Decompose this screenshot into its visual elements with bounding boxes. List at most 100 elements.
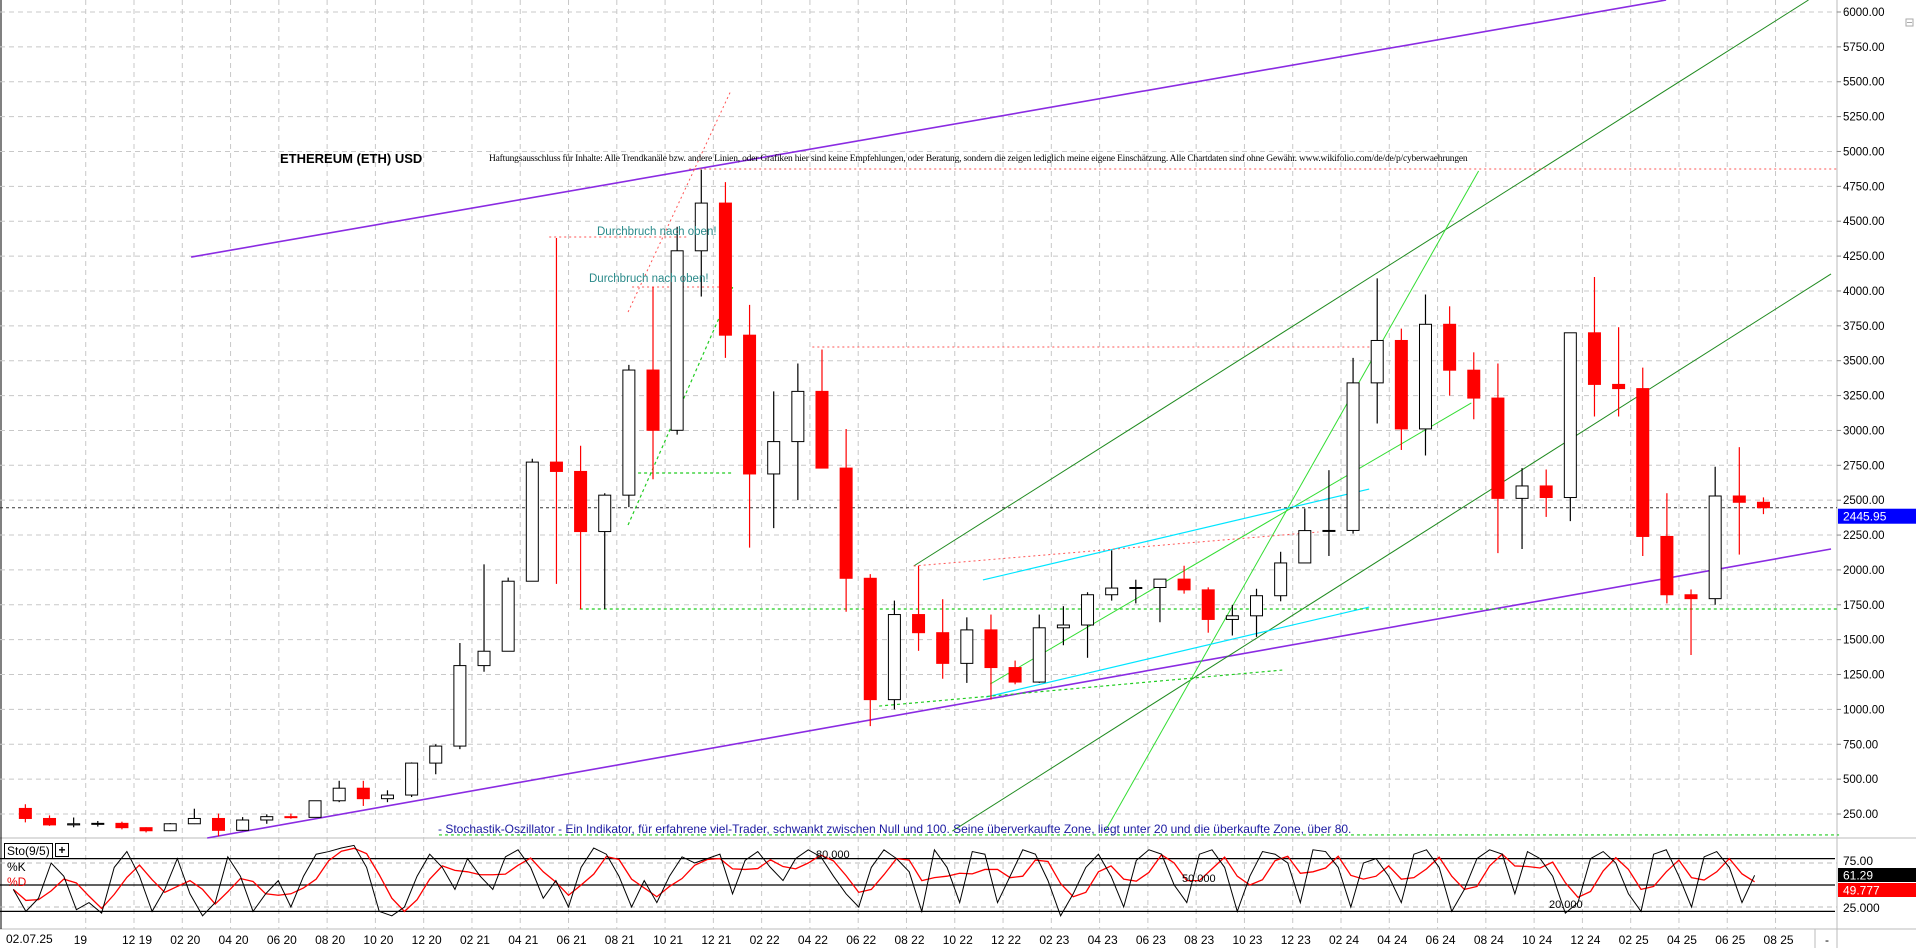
add-indicator-icon[interactable]: + — [55, 843, 69, 857]
candle-body — [574, 470, 588, 533]
candle-body — [743, 334, 757, 475]
indicator-label[interactable]: Sto(9/5) — [4, 843, 53, 859]
y-tick-label: 500.00 — [1843, 774, 1878, 786]
level-50-label: 50.000 — [1182, 873, 1216, 885]
candle-body — [115, 822, 129, 829]
candle-body — [960, 629, 974, 664]
y-tick-label: 5750.00 — [1843, 42, 1885, 54]
y-tick-label: 4750.00 — [1843, 181, 1885, 193]
y-tick-label: 4000.00 — [1843, 286, 1885, 298]
stochastic-panel — [0, 844, 1837, 917]
trendline-channel — [190, 0, 1667, 258]
y-tick-label: 6000.00 — [1843, 7, 1885, 19]
trendline-trend_dark — [952, 273, 1832, 832]
candle-body — [1056, 624, 1070, 629]
candle-body — [1129, 586, 1143, 589]
trendline-trend_light — [989, 402, 1472, 685]
y-tick-label: 3000.00 — [1843, 425, 1885, 437]
x-tick-label: 19 — [74, 933, 88, 947]
x-tick-label: 06 20 — [267, 933, 297, 947]
candle-body — [1370, 339, 1384, 384]
x-tick-label: 12 22 — [991, 933, 1021, 947]
y-tick-label: 1000.00 — [1843, 704, 1885, 716]
y-tick-label: 3250.00 — [1843, 391, 1885, 403]
x-tick-label: 04 24 — [1377, 933, 1407, 947]
candle-body — [1515, 485, 1529, 499]
x-tick-label: 04 25 — [1667, 933, 1697, 947]
y-tick-label: 4500.00 — [1843, 216, 1885, 228]
x-tick-label: 10 22 — [943, 933, 973, 947]
trendline-cyan — [986, 606, 1370, 698]
axes: 250.00 500.00 750.00 1000.00 1250.00 1500.00 1… — [74, 7, 1916, 948]
candle-body — [1443, 323, 1457, 371]
y-tick-label: 1500.00 — [1843, 635, 1885, 647]
y-tick-label: 2750.00 — [1843, 460, 1885, 472]
candles — [18, 169, 1770, 837]
x-tick-label: 02 25 — [1619, 933, 1649, 947]
x-tick-label: 12 20 — [412, 933, 442, 947]
trendline-red_dotted — [627, 91, 731, 313]
y-tick-label: 3500.00 — [1843, 356, 1885, 368]
k-value-label: 61.29 — [1843, 869, 1873, 883]
trendline-trend_dark — [913, 0, 1809, 567]
candle-body — [1274, 562, 1288, 597]
candle-body — [236, 819, 250, 831]
x-tick-label: 02 23 — [1039, 933, 1069, 947]
candle-body — [1660, 535, 1674, 596]
y-tick-label: 750.00 — [1843, 739, 1878, 751]
candle-body — [1394, 339, 1408, 430]
candle-body — [1612, 383, 1626, 390]
candle-body — [622, 369, 636, 496]
x-tick-label: 08 25 — [1764, 933, 1794, 947]
current-price-label: 2445.95 — [1843, 510, 1887, 524]
stochastic-note: - Stochastik-Oszillator - Ein Indikator,… — [438, 822, 1352, 836]
candle-body — [211, 817, 225, 831]
x-tick-label: 08 21 — [605, 933, 635, 947]
candle-body — [1467, 369, 1481, 399]
x-tick-label: 10 21 — [653, 933, 683, 947]
x-tick-label: 04 21 — [508, 933, 538, 947]
candle-body — [1587, 332, 1601, 385]
x-tick-label: 10 24 — [1522, 933, 1552, 947]
x-tick-label: 04 20 — [219, 933, 249, 947]
candle-body — [260, 816, 274, 821]
candle-body — [1298, 530, 1312, 564]
candle-body — [380, 794, 394, 800]
y-tick-label: 5500.00 — [1843, 77, 1885, 89]
candle-body — [984, 629, 998, 669]
candle-body — [1153, 578, 1167, 588]
candle-body — [791, 390, 805, 443]
candle-body — [1732, 495, 1746, 503]
candle-body — [839, 467, 853, 579]
trendline-trend_light — [1104, 170, 1480, 832]
candle-body — [1250, 595, 1264, 617]
candle-body — [1684, 594, 1698, 600]
candle-body — [1322, 529, 1336, 532]
axis-corner: - — [1825, 933, 1829, 947]
osc-tick-label: 25.000 — [1843, 901, 1880, 915]
candle-body — [332, 787, 346, 802]
x-tick-label: 12 24 — [1570, 933, 1600, 947]
y-tick-label: 3750.00 — [1843, 321, 1885, 333]
candle-body — [187, 817, 201, 825]
candle-body — [1105, 587, 1119, 596]
x-tick-label: 12 23 — [1281, 933, 1311, 947]
trendline-cyan — [982, 488, 1370, 581]
osc-tick-label: 75.00 — [1843, 854, 1873, 868]
candle-body — [1708, 495, 1722, 600]
candle-body — [912, 614, 926, 634]
level-80-label: 80.000 — [816, 849, 850, 861]
x-tick-label: 10 23 — [1232, 933, 1262, 947]
candle-body — [1563, 332, 1577, 499]
k-legend: %K — [7, 860, 26, 874]
candle-body — [405, 762, 419, 796]
candle-body — [1081, 594, 1095, 626]
x-tick-label: 06 23 — [1136, 933, 1166, 947]
annotation-breakout-1: Durchbruch nach oben! — [597, 226, 717, 238]
trendlines — [0, 0, 1840, 839]
y-tick-label: 5000.00 — [1843, 146, 1885, 158]
date-readout: 02.07.25 — [0, 930, 57, 948]
